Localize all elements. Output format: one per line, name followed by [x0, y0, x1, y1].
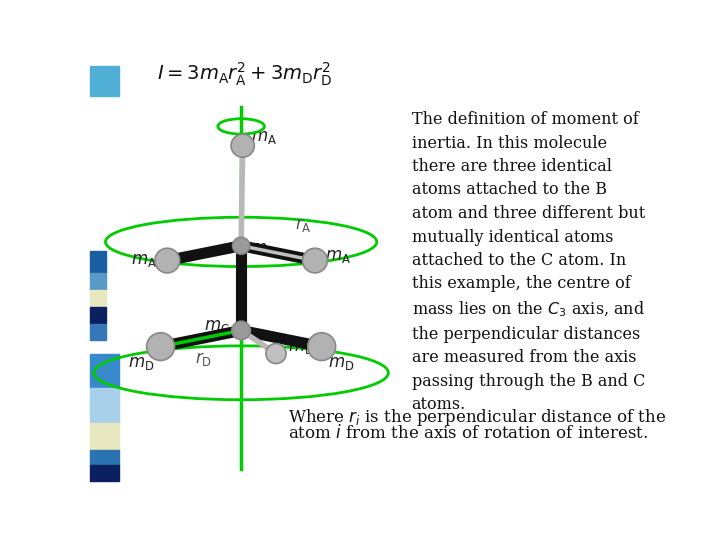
Text: The definition of moment of
inertia. In this molecule
there are three identical
: The definition of moment of inertia. In …	[412, 111, 645, 413]
Circle shape	[302, 248, 328, 273]
Circle shape	[231, 134, 254, 157]
Text: $m_\mathrm{A}$: $m_\mathrm{A}$	[251, 130, 277, 146]
Text: $m_\mathrm{A}$: $m_\mathrm{A}$	[325, 248, 351, 265]
Text: Where $r_i$ is the perpendicular distance of the: Where $r_i$ is the perpendicular distanc…	[287, 408, 666, 428]
Bar	[90, 251, 106, 273]
Text: $m_\mathrm{D}$: $m_\mathrm{D}$	[128, 355, 154, 372]
Bar	[90, 307, 106, 323]
Circle shape	[155, 248, 180, 273]
Circle shape	[266, 343, 286, 363]
Bar	[90, 289, 106, 307]
Bar	[90, 450, 120, 465]
Circle shape	[232, 321, 251, 340]
Bar	[90, 388, 120, 423]
Text: $m_\mathrm{D}$: $m_\mathrm{D}$	[328, 355, 354, 372]
Circle shape	[147, 333, 174, 361]
Bar	[90, 66, 120, 96]
Circle shape	[233, 237, 250, 254]
Bar	[90, 423, 120, 450]
Bar	[90, 465, 120, 481]
Bar	[90, 323, 106, 340]
Text: $\mathit{I} = 3m_\mathrm{A}r_\mathrm{A}^2 + 3m_\mathrm{D}r_\mathrm{D}^2$: $\mathit{I} = 3m_\mathrm{A}r_\mathrm{A}^…	[158, 60, 333, 88]
Bar	[90, 273, 106, 289]
Bar	[90, 354, 120, 388]
Text: atom $i$ from the axis of rotation of interest.: atom $i$ from the axis of rotation of in…	[287, 424, 648, 442]
Text: $r_\mathrm{D}$: $r_\mathrm{D}$	[194, 350, 212, 368]
Text: $m_\mathrm{C}$: $m_\mathrm{C}$	[204, 318, 229, 335]
Text: $m_\mathrm{A}$: $m_\mathrm{A}$	[131, 252, 157, 269]
Text: $r_\mathrm{A}$: $r_\mathrm{A}$	[295, 216, 312, 234]
Text: $m_\mathrm{B}$: $m_\mathrm{B}$	[250, 241, 276, 258]
Text: $m_\mathrm{D}$: $m_\mathrm{D}$	[287, 339, 314, 356]
Circle shape	[307, 333, 336, 361]
